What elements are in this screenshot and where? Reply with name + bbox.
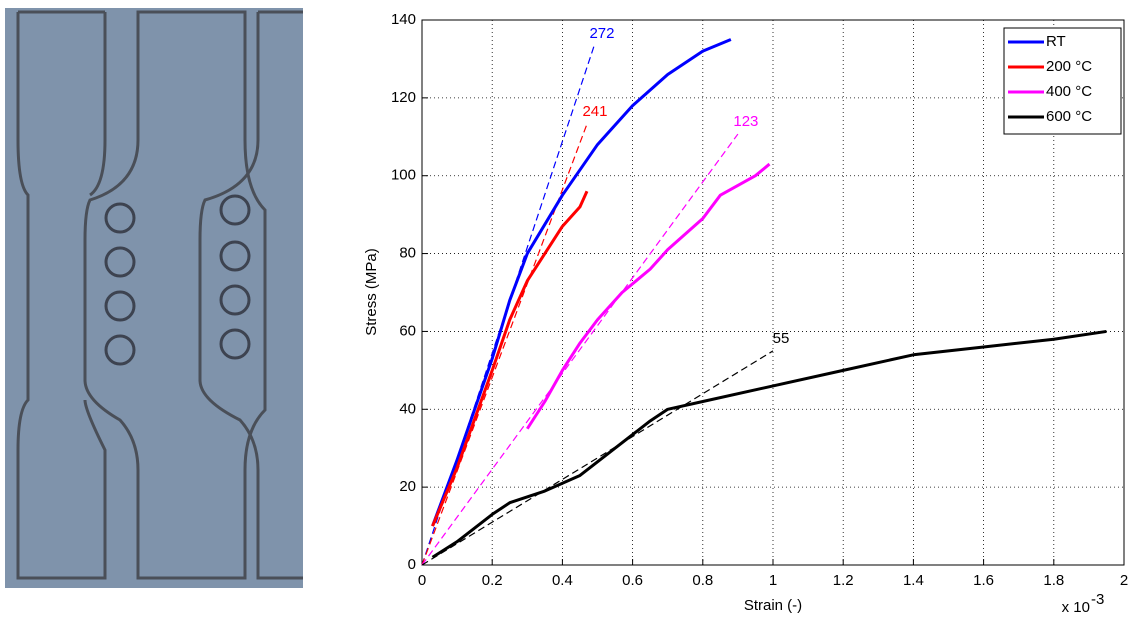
x-tick-label: 1.2 [833,572,854,589]
y-tick-label: 140 [391,11,416,28]
legend-label: RT [1046,33,1066,50]
series-line [431,38,732,527]
fit-label: 123 [733,113,758,130]
series-line [526,162,771,430]
series-line [431,329,1107,559]
fit-label: 55 [773,330,790,347]
y-tick-label: 40 [399,400,416,417]
legend-label: 200 °C [1046,58,1092,75]
fit-label: 241 [582,103,607,120]
y-tick-label: 120 [391,89,416,106]
y-axis-label: Stress (MPa) [363,248,380,336]
x-tick-label: 0.2 [482,572,503,589]
x-tick-label: 0.6 [622,572,643,589]
specimen-photo [5,8,303,588]
x-tick-label: 2 [1120,572,1128,589]
x-tick-label: 1.8 [1043,572,1064,589]
fit-line [421,123,588,566]
x-multiplier: x 10 [1062,599,1090,616]
series-line [431,190,589,527]
y-tick-label: 20 [399,478,416,495]
x-multiplier-exp: -3 [1091,591,1104,608]
y-tick-label: 60 [399,322,416,339]
x-tick-label: 1.6 [973,572,994,589]
y-tick-label: 0 [408,556,416,573]
legend-label: 400 °C [1046,83,1092,100]
legend-label: 600 °C [1046,108,1092,125]
x-tick-label: 0.8 [692,572,713,589]
fit-line [421,350,774,566]
y-tick-label: 100 [391,167,416,184]
fit-label: 272 [589,25,614,42]
x-tick-label: 1 [769,572,777,589]
y-tick-label: 80 [399,245,416,262]
x-tick-label: 0 [418,572,426,589]
fit-line [421,133,739,566]
x-tick-label: 1.4 [903,572,924,589]
x-tick-label: 0.4 [552,572,573,589]
x-axis-label: Strain (-) [744,597,802,614]
